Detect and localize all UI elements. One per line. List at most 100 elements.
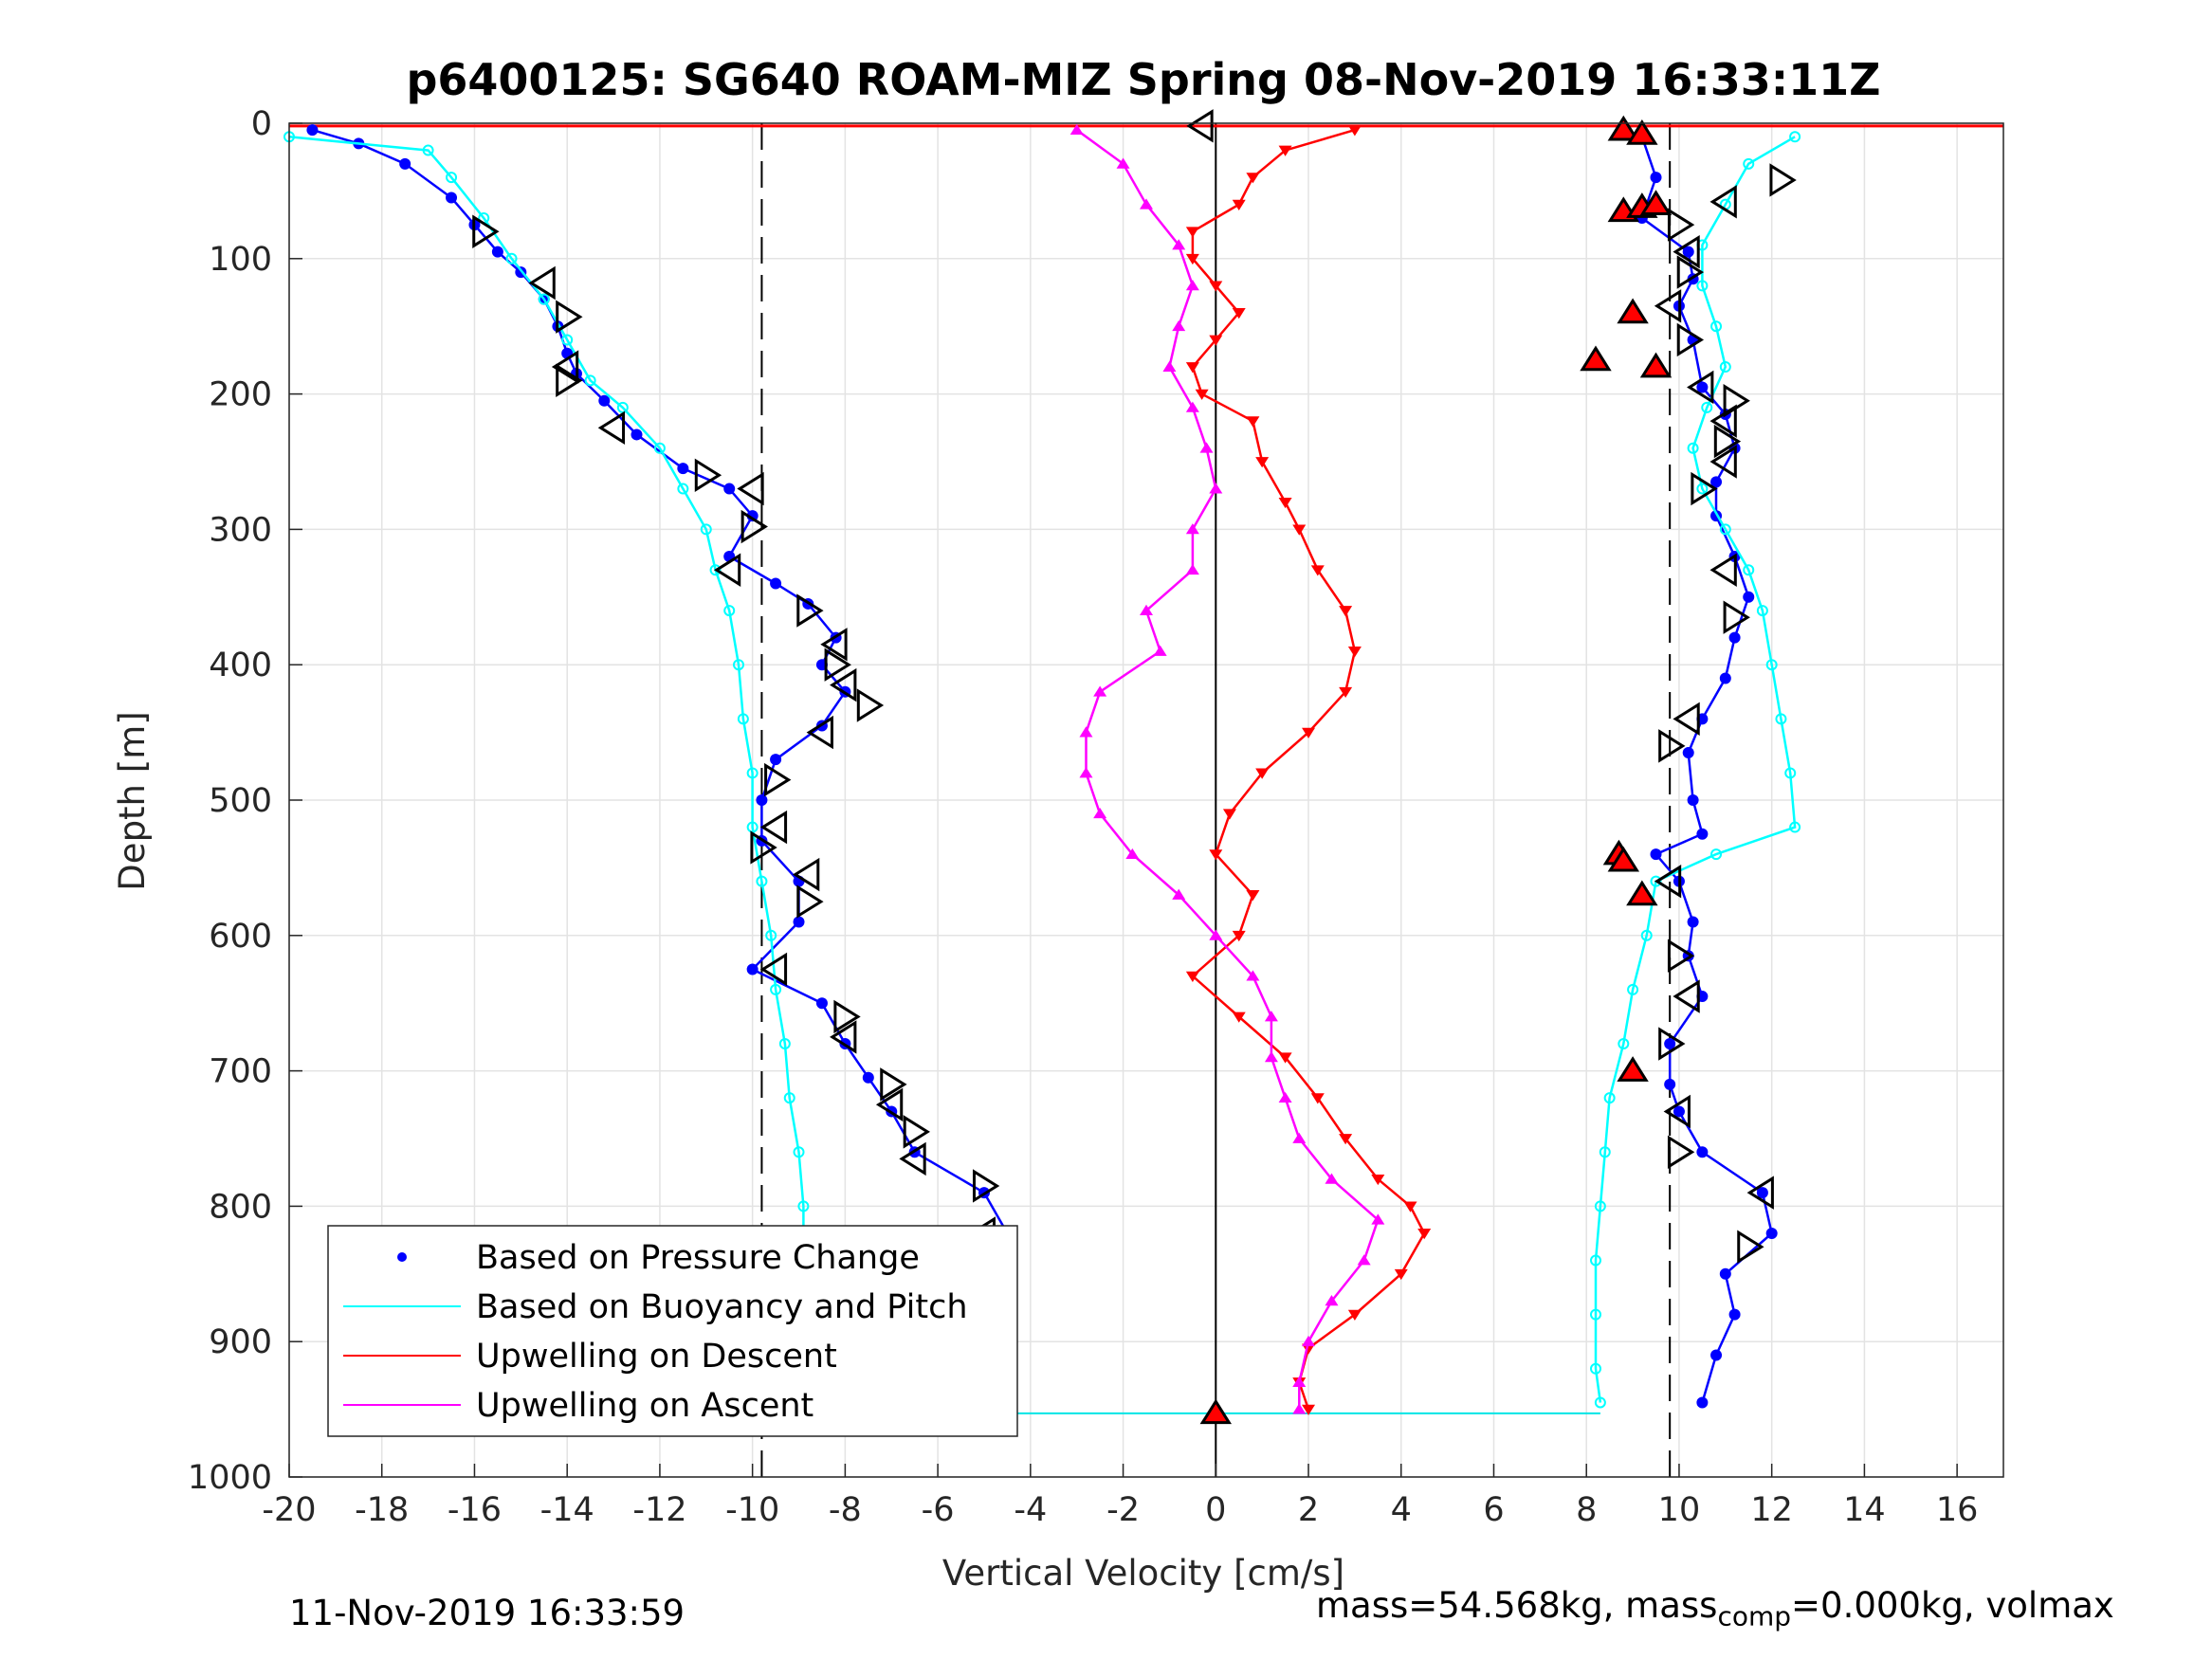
data-point [1789, 821, 1801, 833]
footer-mass-sub: comp [1717, 1600, 1792, 1632]
filled-triangle-marker [1626, 880, 1658, 906]
data-point [1185, 253, 1199, 265]
data-point [1185, 227, 1199, 238]
data-point [1310, 1093, 1325, 1104]
series-group [472, 109, 1797, 1393]
data-point [1710, 320, 1723, 333]
data-point [1069, 123, 1084, 136]
triangle-marker [764, 762, 792, 797]
data-point [1209, 335, 1223, 346]
x-tick-label: -2 [1106, 1491, 1140, 1529]
data-point [1278, 1091, 1292, 1103]
data-point [1172, 239, 1186, 250]
data-point [1347, 1309, 1362, 1321]
x-tick-label: -18 [355, 1491, 409, 1529]
data-point [1599, 1146, 1611, 1158]
triangle-marker [759, 810, 788, 845]
triangle-marker [1667, 1135, 1695, 1169]
data-point [746, 963, 759, 975]
triangle-marker [556, 300, 583, 334]
triangle-marker [1691, 471, 1718, 506]
data-point [1710, 476, 1723, 488]
data-point [1325, 1173, 1339, 1184]
y-tick-label: 800 [209, 1188, 272, 1226]
triangle-marker [1709, 553, 1737, 587]
data-point [793, 1146, 805, 1158]
data-point [1743, 564, 1755, 576]
data-point [677, 483, 689, 495]
data-point [631, 428, 643, 441]
data-point [709, 564, 722, 576]
data-point [1246, 890, 1260, 902]
data-point [1232, 930, 1246, 942]
x-axis-label: Vertical Velocity [cm/s] [942, 1553, 1344, 1594]
footer-mass-text: mass=54.568kg, mass [1316, 1585, 1718, 1626]
data-point [422, 144, 434, 156]
data-point [1696, 381, 1709, 393]
data-point [1232, 199, 1246, 210]
data-point [1719, 1267, 1731, 1280]
data-point [1140, 604, 1153, 615]
triangle-marker [1676, 322, 1705, 357]
data-point [1292, 1132, 1307, 1143]
triangle-marker [551, 350, 579, 384]
data-point [1673, 1105, 1685, 1118]
filled-triangle-marker [1617, 1056, 1649, 1082]
chart-title: p6400125: SG640 ROAM-MIZ Spring 08-Nov-2… [406, 54, 1880, 105]
triangle-marker [830, 667, 857, 702]
data-point [677, 463, 689, 475]
triangle-marker [1709, 404, 1737, 438]
data-point [1302, 727, 1316, 738]
data-point [1302, 1343, 1316, 1355]
data-point [1339, 1134, 1353, 1145]
data-point [1185, 563, 1199, 575]
filled-triangle-marker [1199, 1398, 1233, 1425]
x-tick-label: -10 [725, 1491, 779, 1529]
data-point [1696, 280, 1709, 292]
data-point [1640, 929, 1653, 941]
data-point [746, 821, 759, 833]
triangle-marker [472, 214, 500, 248]
data-point [1371, 1174, 1385, 1186]
data-point [1172, 319, 1186, 332]
triangle-marker [1654, 289, 1682, 323]
data-point [1603, 1092, 1616, 1104]
triangle-marker [1713, 424, 1742, 459]
triangle-marker [1673, 234, 1700, 269]
triangle-marker [1676, 255, 1705, 289]
data-point [1325, 1295, 1339, 1306]
data-point [1687, 794, 1699, 806]
data-point [770, 754, 782, 766]
legend-box [327, 1225, 1018, 1437]
data-point [1650, 875, 1662, 887]
x-tick-label: 2 [1298, 1491, 1319, 1529]
data-point [491, 246, 503, 258]
x-tick-label: -16 [448, 1491, 502, 1529]
data-point [1232, 308, 1246, 319]
data-point [584, 374, 596, 387]
data-point [1696, 1146, 1709, 1158]
data-point [1278, 497, 1292, 509]
filled-triangle-marker [1626, 118, 1658, 145]
data-point [1310, 565, 1325, 576]
y-tick-label: 900 [209, 1323, 272, 1361]
data-point [1789, 131, 1801, 143]
triangle-marker [824, 647, 851, 682]
data-point [1116, 157, 1130, 169]
reference-lines [289, 123, 2003, 1477]
data-point [446, 172, 458, 184]
data-point [778, 1038, 791, 1050]
data-point [1195, 389, 1209, 400]
triangle-marker [875, 1087, 904, 1122]
triangle-marker [856, 688, 885, 722]
data-point [1209, 929, 1223, 940]
series-line [1594, 136, 1797, 1403]
triangle-marker [1673, 979, 1700, 1013]
data-point [862, 1071, 874, 1084]
y-tick-label: 600 [209, 918, 272, 956]
data-point [1696, 1396, 1709, 1409]
y-tick-label: 700 [209, 1053, 272, 1091]
data-point [561, 334, 574, 346]
x-tick-label: 4 [1391, 1491, 1412, 1529]
